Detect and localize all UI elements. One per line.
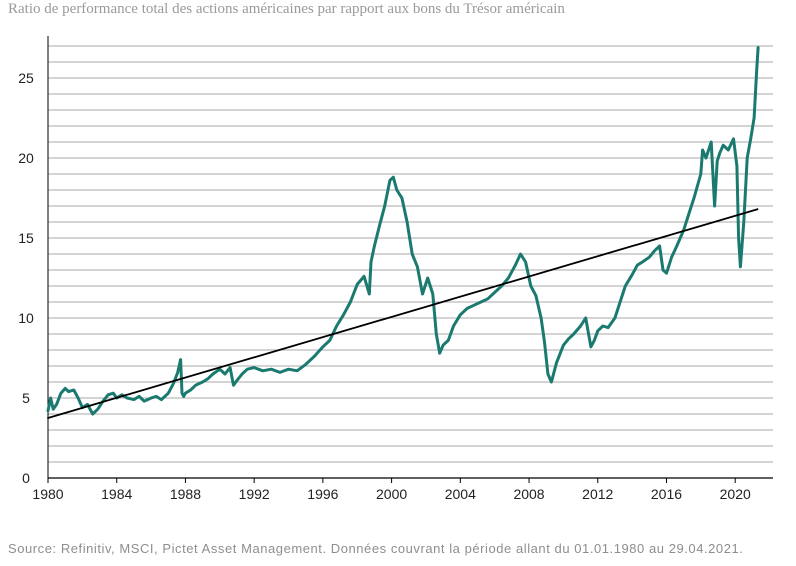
trend-line <box>47 208 759 419</box>
series <box>46 46 760 419</box>
performance-ratio-line <box>46 46 760 416</box>
y-tick-label: 0 <box>22 470 30 486</box>
y-tick-label: 10 <box>18 310 34 326</box>
chart-title: Ratio de performance total des actions a… <box>8 1 565 17</box>
x-tick-label: 2000 <box>376 486 407 502</box>
x-tick-label: 1980 <box>32 486 63 502</box>
x-tick-label: 2020 <box>720 486 751 502</box>
y-tick-label: 15 <box>18 230 34 246</box>
x-tick-label: 1984 <box>101 486 132 502</box>
x-tick-label: 2016 <box>651 486 682 502</box>
x-tick-label: 2012 <box>582 486 613 502</box>
y-tick-label: 5 <box>22 390 30 406</box>
x-tick-label: 2004 <box>445 486 476 502</box>
tick-labels: 1980 1984 1988 1992 1996 2000 2004 2008 2012 2016… <box>18 70 751 502</box>
grid-lines <box>48 45 773 463</box>
x-tick-label: 1992 <box>239 486 270 502</box>
axes <box>47 36 773 483</box>
x-tick-label: 1988 <box>170 486 201 502</box>
y-tick-label: 25 <box>18 70 34 86</box>
x-tick-label: 2008 <box>513 486 544 502</box>
y-tick-label: 20 <box>18 150 34 166</box>
source-note: Source: Refinitiv, MSCI, Pictet Asset Ma… <box>8 541 744 556</box>
x-tick-label: 1996 <box>307 486 338 502</box>
chart-plot: 1980 1984 1988 1992 1996 2000 2004 2008 2012 2016… <box>18 36 773 502</box>
